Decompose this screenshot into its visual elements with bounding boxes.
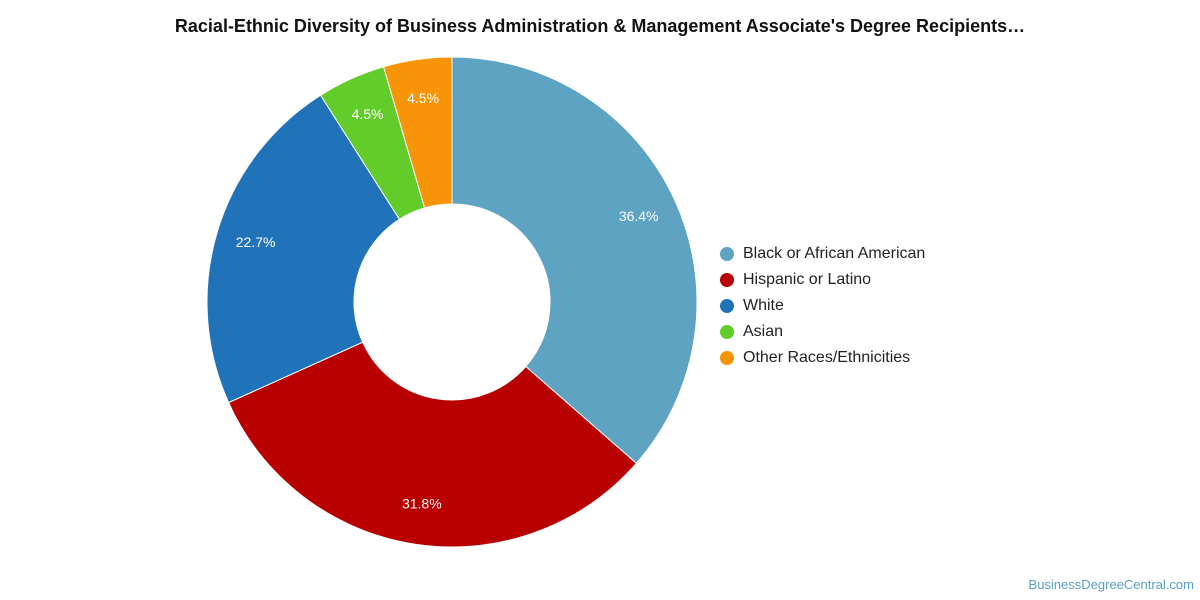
legend-item[interactable]: White [720,293,925,319]
watermark-link[interactable]: BusinessDegreeCentral.com [1028,577,1194,592]
legend-label: Black or African American [743,245,926,262]
slice-data-label: 31.8% [402,495,442,511]
legend-item[interactable]: Other Races/Ethnicities [720,345,925,371]
chart-legend: Black or African American Hispanic or Lat… [720,241,925,371]
donut-slice-black-or-african-american[interactable] [451,56,698,464]
legend-label: Hispanic or Latino [743,271,872,288]
donut-slice-white[interactable] [206,94,401,404]
donut-slice-hispanic-or-latino[interactable] [227,341,638,548]
donut-slice-other-races-ethnicities[interactable] [382,56,453,209]
slice-data-label: 4.5% [407,90,439,106]
legend-label: White [743,297,784,314]
legend-swatch [720,299,734,313]
chart-title: Racial-Ethnic Diversity of Business Admi… [174,16,1026,36]
legend-swatch [720,273,734,287]
donut-slices [206,56,698,548]
legend-item[interactable]: Asian [720,319,925,345]
legend-swatch [720,351,734,365]
slice-data-label: 4.5% [352,106,384,122]
slice-data-label: 36.4% [619,208,659,224]
legend-label: Other Races/Ethnicities [743,349,911,366]
legend-item[interactable]: Hispanic or Latino [720,267,925,293]
legend-swatch [720,325,734,339]
legend-label: Asian [743,323,784,340]
legend-swatch [720,247,734,261]
slice-data-label: 22.7% [236,234,276,250]
legend-item[interactable]: Black or African American [720,241,925,267]
slice-labels: 36.4% 31.8% 22.7% 4.5% 4.5% [236,90,659,512]
